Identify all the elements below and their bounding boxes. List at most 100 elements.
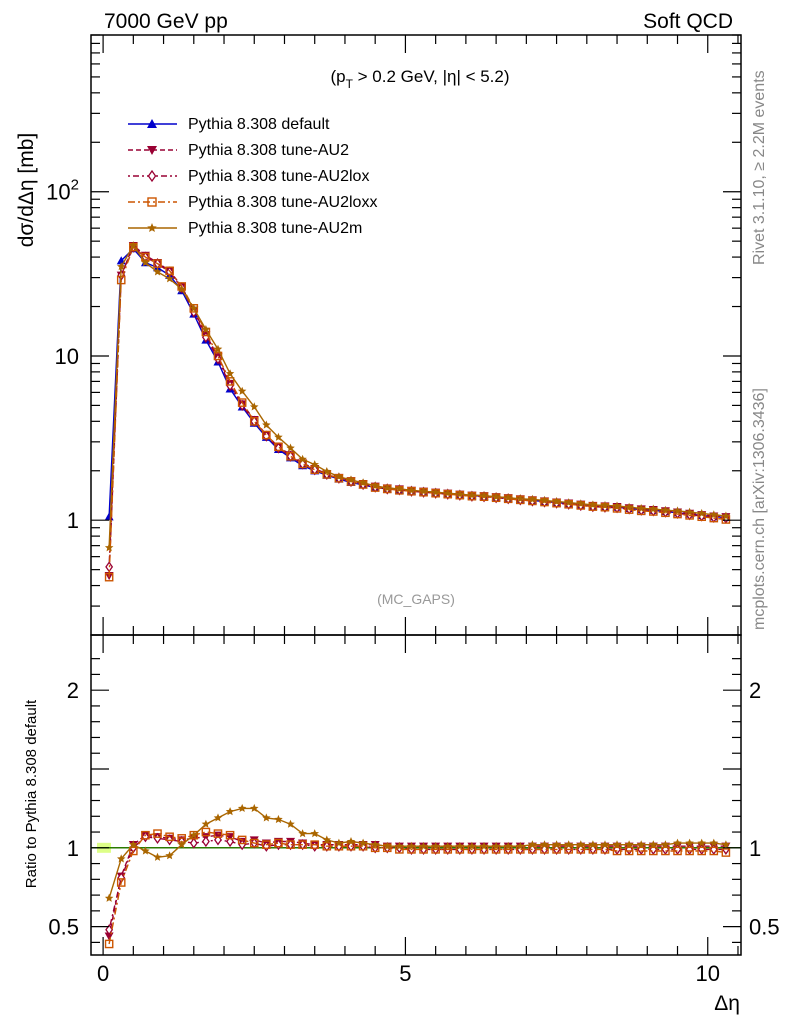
- main-point-4-28: [443, 488, 452, 497]
- ratio-point-2-12: [249, 838, 259, 848]
- main-point-4-19: [334, 472, 344, 481]
- ratio-point-3-26: [419, 841, 428, 850]
- main-point-4-15: [286, 443, 295, 452]
- main-point-4-48: [685, 507, 694, 516]
- main-point-4-29: [455, 489, 465, 498]
- legend-label-2: Pythia 8.308 tune-AU2lox: [188, 168, 369, 185]
- legend: Pythia 8.308 default Pythia 8.308 tune-AU…: [128, 116, 377, 237]
- ratio-point-3-49: [697, 838, 706, 847]
- main-point-4-45: [649, 504, 658, 513]
- ratio-point-3-35: [528, 840, 537, 849]
- ratio-point-3-27: [431, 841, 440, 850]
- ratio-point-2-11: [237, 835, 247, 845]
- ratio-point-3-51: [721, 840, 731, 849]
- ratio-point-2-10: [225, 830, 235, 840]
- ratio-point-3-10: [225, 807, 235, 816]
- ratio-point-3-47: [673, 838, 682, 847]
- ratio-plot: [104, 803, 731, 949]
- ratio-point-3-1: [117, 854, 126, 863]
- ratio-series-line-3: [108, 807, 726, 899]
- ratio-point-3-48: [685, 838, 694, 847]
- legend-marker-3: [147, 197, 157, 207]
- ratio-point-3-4: [153, 852, 162, 861]
- main-point-4-44: [637, 503, 646, 512]
- main-point-4-41: [600, 500, 610, 510]
- ratio-point-3-14: [274, 814, 283, 824]
- ratio-point-3-32: [491, 841, 501, 850]
- ratio-point-3-46: [661, 840, 670, 849]
- header-left: 7000 GeV pp: [104, 10, 228, 33]
- ratio-point-0-0: [104, 932, 114, 941]
- main-point-4-18: [322, 467, 332, 476]
- main-point-4-33: [503, 493, 513, 502]
- ratio-point-3-36: [540, 840, 549, 849]
- main-y-tick-label-0: 1: [67, 508, 79, 533]
- ratio-point-3-8: [201, 819, 211, 828]
- main-point-4-0: [104, 543, 114, 552]
- ratio-point-3-30: [467, 841, 477, 850]
- ratio-point-1-15: [286, 839, 295, 851]
- ratio-point-2-14: [274, 838, 283, 848]
- main-point-3-15: [286, 451, 295, 461]
- main-y-tick-label-1: 10: [55, 344, 79, 369]
- ratio-point-2-13: [262, 840, 271, 849]
- main-point-4-34: [516, 494, 525, 503]
- ratio-point-3-45: [649, 840, 658, 849]
- main-point-4-36: [540, 495, 549, 504]
- ratio-y-tick-label-right-0: 0.5: [749, 915, 780, 940]
- legend-marker-2: [147, 169, 157, 183]
- main-point-4-31: [479, 491, 489, 500]
- main-point-4-25: [407, 485, 416, 494]
- main-point-4-8: [201, 325, 211, 334]
- main-point-3-13: [262, 430, 271, 440]
- legend-marker-0: [147, 119, 157, 128]
- ratio-point-3-34: [516, 841, 525, 850]
- main-point-4-38: [564, 498, 573, 507]
- ratio-point-2-17: [310, 840, 320, 849]
- main-point-3-12: [249, 417, 259, 426]
- main-point-4-23: [383, 483, 392, 492]
- header-right: Soft QCD: [643, 10, 733, 33]
- ratio-point-3-37: [552, 840, 561, 849]
- x-tick-label-0: 0: [97, 961, 109, 986]
- main-point-4-27: [431, 487, 440, 496]
- ratio-point-2-16: [298, 840, 307, 849]
- legend-label-3: Pythia 8.308 tune-AU2loxx: [188, 194, 377, 211]
- ratio-point-2-1: [116, 878, 126, 887]
- main-point-4-42: [612, 501, 622, 510]
- main-point-4-24: [395, 484, 404, 493]
- ratio-point-3-38: [564, 840, 573, 849]
- ratio-point-3-11: [237, 803, 247, 812]
- ratio-point-3-3: [141, 846, 150, 855]
- ratio-point-2-46: [661, 846, 670, 856]
- legend-label-1: Pythia 8.308 tune-AU2: [188, 142, 349, 159]
- main-point-3-4: [153, 259, 162, 268]
- main-point-4-1: [117, 262, 126, 271]
- main-point-4-26: [419, 486, 428, 495]
- cut-annotation-sub: T: [346, 77, 354, 91]
- main-series-line-4: [108, 244, 726, 548]
- ratio-point-2-15: [286, 840, 295, 849]
- ratio-point-2-2: [129, 846, 138, 856]
- legend-marker-1: [147, 146, 157, 155]
- main-series-line-3: [108, 245, 726, 578]
- ratio-point-2-48: [685, 846, 694, 856]
- ratio-point-2-42: [612, 846, 622, 856]
- main-plot: [104, 241, 731, 582]
- ratio-point-3-25: [407, 841, 416, 850]
- main-point-3-11: [237, 398, 247, 407]
- main-point-4-5: [165, 274, 174, 283]
- ratio-point-2-18: [322, 841, 332, 851]
- legend-label-0: Pythia 8.308 default: [188, 116, 330, 133]
- ratio-point-3-16: [298, 829, 307, 838]
- main-ylabel: dσ/dΔη [mb]: [15, 133, 38, 248]
- ratio-point-3-6: [177, 840, 186, 849]
- main-series-1: [104, 241, 731, 581]
- ratio-point-1-0: [105, 924, 114, 936]
- main-point-4-40: [588, 500, 598, 509]
- ratio-point-3-18: [322, 835, 332, 844]
- ratio-point-3-7: [189, 830, 199, 839]
- ratio-y-tick-label-left-2: 2: [67, 678, 79, 703]
- legend-label-4: Pythia 8.308 tune-AU2m: [188, 220, 362, 237]
- cut-annotation: (pT > 0.2 GeV, |η| < 5.2): [330, 67, 509, 91]
